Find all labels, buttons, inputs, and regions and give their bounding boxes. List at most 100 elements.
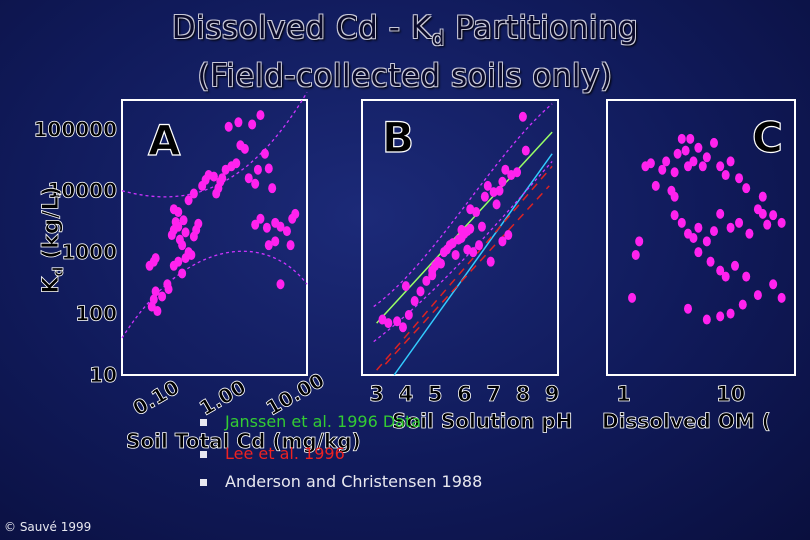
- data-point-c: [670, 210, 679, 221]
- x-tick-label-b: 6: [457, 382, 472, 406]
- data-point-b: [466, 204, 475, 215]
- data-point-a: [276, 279, 285, 290]
- data-point-c: [662, 156, 671, 167]
- data-point-a: [260, 148, 269, 159]
- data-point-c: [769, 279, 778, 290]
- data-point-b: [518, 111, 527, 122]
- data-point-a: [276, 221, 285, 232]
- data-point-c: [710, 226, 719, 237]
- data-point-a: [253, 164, 262, 175]
- data-point-b: [404, 309, 413, 320]
- legend-item-lee: Lee et al. 1996: [200, 444, 345, 463]
- data-point-c: [735, 217, 744, 228]
- data-point-c: [635, 236, 644, 247]
- cyan-regression-line: [393, 153, 553, 376]
- y-tick-label: 1000: [61, 240, 117, 264]
- data-point-c: [694, 222, 703, 233]
- data-point-a: [268, 183, 277, 194]
- data-point-a: [224, 121, 233, 132]
- data-point-c: [631, 249, 640, 260]
- y-axis-title: Kd (kg/L): [39, 186, 67, 293]
- chart-title-line1: Dissolved Cd - Kd Partitioning: [171, 10, 639, 51]
- panel-label-b: B: [382, 113, 414, 162]
- legend-bullet: [200, 419, 207, 426]
- data-point-a: [158, 291, 167, 302]
- x-axis-title-a: Soil Total Cd (mg/kg): [126, 429, 361, 453]
- panel-label-c: C: [752, 113, 783, 162]
- data-point-c: [710, 137, 719, 148]
- panel-frame-c: [606, 99, 796, 376]
- data-point-b: [498, 236, 507, 247]
- x-tick-label-b: 3: [369, 382, 384, 406]
- data-point-a: [256, 110, 265, 121]
- data-point-a: [178, 240, 187, 251]
- data-point-c: [763, 219, 772, 230]
- data-point-a: [232, 158, 241, 169]
- data-point-a: [286, 240, 295, 251]
- data-point-a: [264, 240, 273, 251]
- data-point-a: [149, 294, 158, 305]
- x-tick-label-c: 10: [716, 382, 745, 406]
- data-point-c: [745, 228, 754, 239]
- data-point-b: [436, 258, 445, 269]
- x-tick-label-b: 7: [486, 382, 501, 406]
- data-point-a: [164, 284, 173, 295]
- data-point-c: [753, 290, 762, 301]
- legend-bullet: [200, 479, 207, 486]
- x-tick-label-b: 9: [545, 382, 560, 406]
- red-dashed-line: [384, 185, 550, 365]
- y-tick-label: 100: [75, 302, 117, 326]
- data-point-a: [234, 117, 243, 128]
- confidence-curve-upper: [121, 91, 308, 198]
- data-point-c: [721, 170, 730, 181]
- data-point-c: [742, 271, 751, 282]
- data-point-b: [401, 281, 410, 292]
- x-tick-label-a: 0.10: [129, 375, 184, 420]
- data-point-c: [683, 303, 692, 314]
- legend-bullet: [200, 451, 207, 458]
- data-point-a: [282, 226, 291, 237]
- data-point-b: [428, 270, 437, 281]
- data-point-c: [677, 217, 686, 228]
- panel-frame-a: [121, 99, 308, 376]
- data-point-b: [393, 316, 402, 327]
- data-point-c: [716, 161, 725, 172]
- red-dashed-line: [376, 165, 553, 371]
- data-point-c: [716, 265, 725, 276]
- data-point-a: [151, 253, 160, 264]
- data-point-c: [677, 133, 686, 144]
- data-point-c: [702, 314, 711, 325]
- data-point-c: [726, 308, 735, 319]
- data-point-b: [416, 286, 425, 297]
- data-point-c: [735, 173, 744, 184]
- y-tick-label: 100000: [34, 117, 118, 141]
- data-point-c: [670, 167, 679, 178]
- confidence-curve-upper: [373, 103, 553, 308]
- data-point-b: [398, 322, 407, 333]
- data-point-c: [698, 161, 707, 172]
- data-point-c: [646, 158, 655, 169]
- data-point-a: [251, 219, 260, 230]
- data-point-b: [492, 199, 501, 210]
- panel-frame-b: [361, 99, 559, 376]
- x-axis-title-b: Soil Solution pH: [392, 409, 572, 433]
- data-point-c: [726, 156, 735, 167]
- data-point-c: [686, 133, 695, 144]
- data-point-a: [218, 173, 227, 184]
- data-point-c: [726, 222, 735, 233]
- legend-label-anderson: Anderson and Christensen 1988: [225, 472, 483, 491]
- legend-item-janssen: Janssen et al. 1996 Data: [200, 412, 421, 431]
- data-point-c: [702, 152, 711, 163]
- data-point-a: [240, 143, 249, 154]
- legend-label-janssen: Janssen et al. 1996 Data: [225, 412, 422, 431]
- data-point-c: [694, 142, 703, 153]
- data-point-a: [256, 213, 265, 224]
- data-point-c: [658, 164, 667, 175]
- data-point-a: [181, 227, 190, 238]
- data-point-a: [187, 249, 196, 260]
- data-point-a: [153, 306, 162, 317]
- x-tick-label-b: 4: [399, 382, 414, 406]
- data-point-a: [189, 188, 198, 199]
- data-point-a: [262, 222, 271, 233]
- data-point-b: [477, 221, 486, 232]
